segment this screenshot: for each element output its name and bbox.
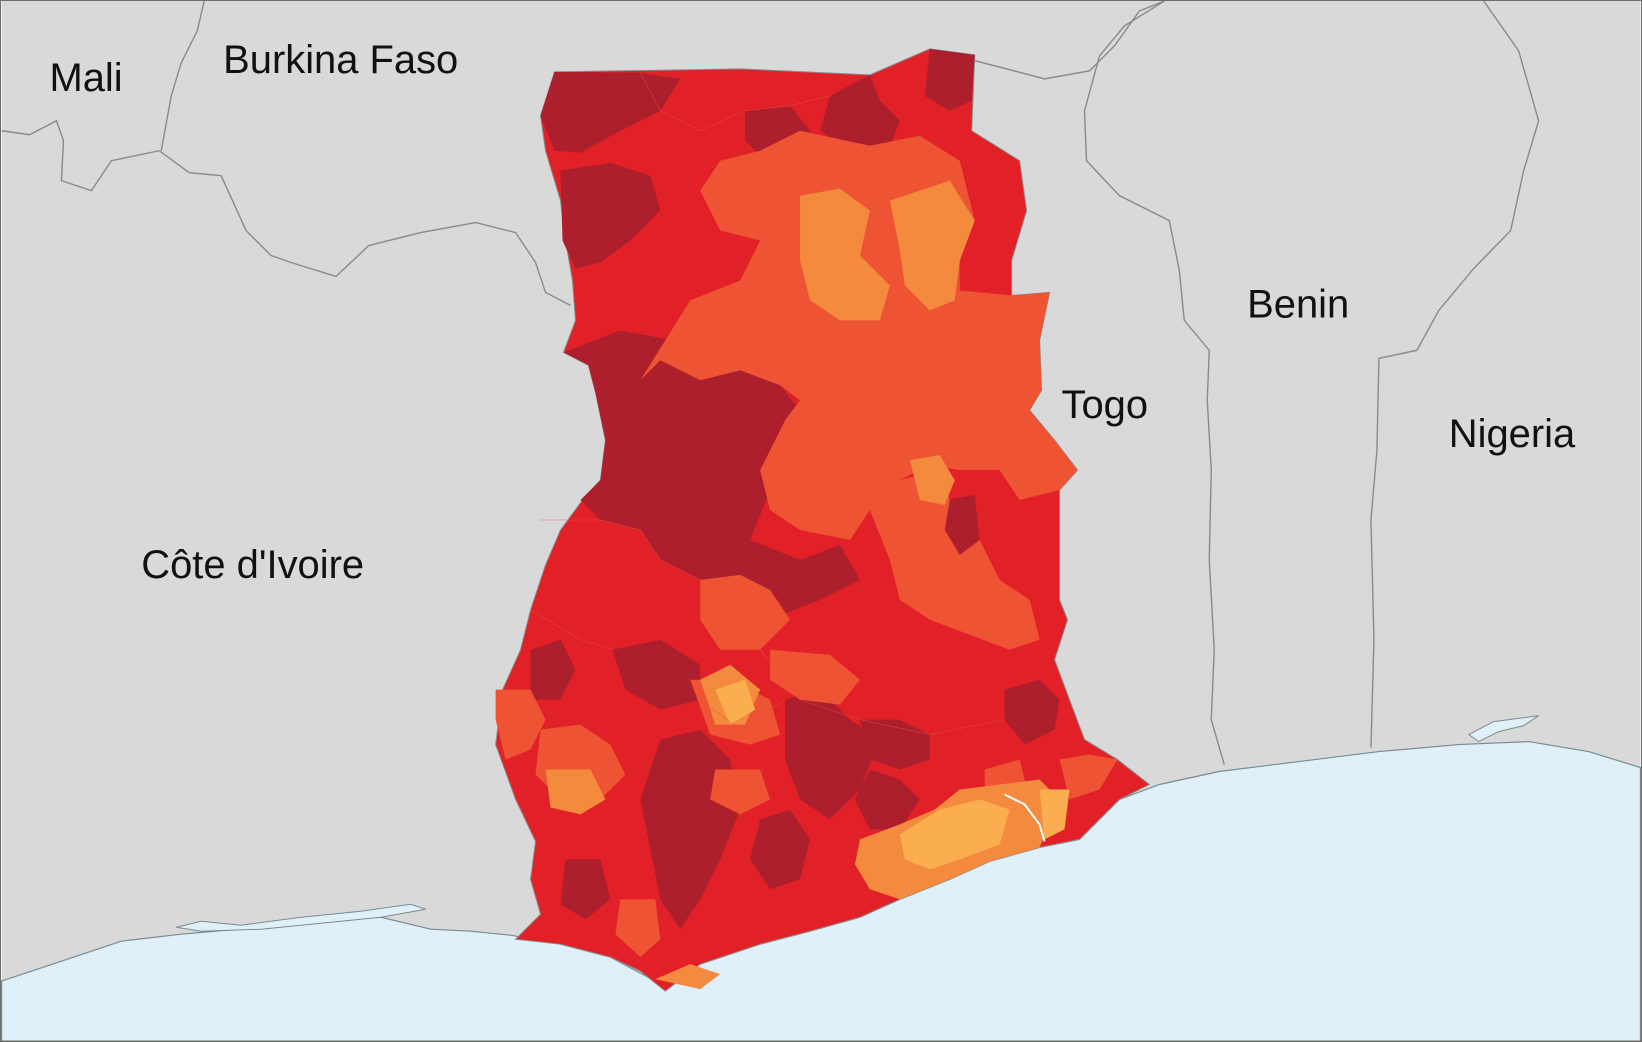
label-benin: Benin <box>1247 282 1349 326</box>
label-burkina-faso: Burkina Faso <box>223 38 458 82</box>
label-mali: Mali <box>49 56 122 100</box>
district-boundaries <box>530 72 1005 735</box>
lagoon-east <box>1467 715 1539 743</box>
volta-estuary <box>1004 793 1046 842</box>
label-togo: Togo <box>1062 383 1149 427</box>
label-nigeria: Nigeria <box>1449 412 1576 456</box>
label-cote-divoire: Côte d'Ivoire <box>141 543 364 587</box>
districts-pale-orange <box>715 679 1070 870</box>
country-borders <box>1 1 1540 765</box>
country-labels: Mali Burkina Faso Côte d'Ivoire Togo Ben… <box>49 38 1576 587</box>
lagoon-west <box>176 903 426 932</box>
